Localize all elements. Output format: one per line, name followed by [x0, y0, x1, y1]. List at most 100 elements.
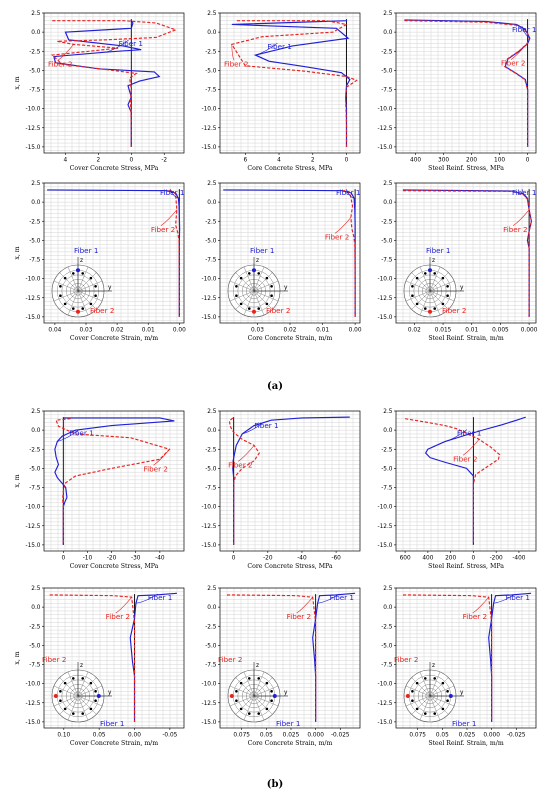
inset-label-fiber-2: Fiber 2 [442, 306, 466, 315]
rebar-dot [411, 699, 414, 703]
y-tick-label: -2.5 [29, 219, 41, 225]
y-tick-label: -10.0 [378, 682, 393, 688]
series-fiber-2 [404, 20, 530, 147]
rebar-dot [81, 677, 85, 680]
section-spoke [235, 695, 255, 715]
x-tick-label: 0.025 [459, 733, 476, 739]
inset-label-fiber-2: Fiber 2 [218, 655, 242, 664]
section-spoke [419, 671, 431, 697]
x-tick-label: 0.03 [80, 328, 93, 334]
rebar-dot [446, 699, 449, 703]
x-tick-label: 0.000 [307, 733, 324, 739]
rebar-dot [265, 707, 269, 711]
x-axis-label: Cover Concrete Strain, m/m [70, 740, 158, 747]
rebar-dot [89, 707, 93, 711]
x-tick-label: 0.025 [283, 733, 300, 739]
section-spoke [429, 290, 449, 310]
rebar-dot [270, 294, 273, 298]
section-spoke [77, 695, 103, 707]
y-tick-label: -2.5 [205, 447, 217, 453]
x-tick-label: 6 [243, 158, 247, 164]
rebar-dot [63, 276, 67, 280]
section-spoke [235, 272, 255, 292]
chart-panel-a-0-1: 2.5 0.0 -2.5 -5.0 -7.5 -10.0 -12.5 -15.0 6 4 2 0 Cor… [202, 11, 361, 172]
rebar-dot [81, 712, 85, 715]
section-spoke [411, 677, 431, 697]
y-tick-label: -10.0 [202, 505, 217, 511]
x-axis-label: Cover Concrete Stress, MPa [70, 563, 159, 570]
x-tick-label: 0 [129, 158, 133, 164]
annotation-fiber-2: Fiber 2 [503, 225, 527, 234]
annotation-leader [345, 188, 355, 199]
rebar-dot [239, 302, 243, 306]
y-tick-label: -12.5 [378, 701, 393, 707]
annotation-fiber-2: Fiber 2 [106, 612, 130, 621]
y-tick-label: -15.0 [378, 315, 393, 321]
chart-panel-a-1-2: 2.5 0.0 -2.5 -5.0 -7.5 -10.0 -12.5 -15.0 0.02 0.0… [378, 181, 538, 342]
fiber-1-marker [272, 694, 277, 698]
section-spoke [53, 695, 79, 707]
y-tick-label: -5.0 [381, 68, 393, 74]
grid [44, 12, 184, 153]
x-axis-label: Steel Reinf. Strain, m/m [428, 740, 504, 747]
x-tick-label: 0.02 [284, 328, 297, 334]
section-spoke [77, 677, 97, 697]
y-tick-label: 0.0 [383, 30, 393, 36]
section-spoke [429, 671, 441, 697]
y-tick-label: -2.5 [381, 447, 393, 453]
fiber-2-marker [229, 694, 234, 698]
y-axis-label-inset: y [284, 285, 288, 291]
y-tick-label: 2.5 [207, 586, 217, 592]
y-tick-label: 2.5 [31, 181, 41, 187]
y-tick-label: -10.0 [26, 682, 41, 688]
section-spoke [405, 280, 431, 292]
y-tick-label: 0.0 [31, 30, 41, 36]
y-tick-label: -7.5 [205, 88, 217, 94]
y-tick-label: -2.5 [29, 447, 41, 453]
rebar-dot [270, 699, 273, 703]
section-spoke [253, 695, 279, 707]
rebar-dot [411, 689, 414, 693]
rebar-dot [89, 681, 93, 685]
y-tick-label: 0.0 [383, 428, 393, 434]
rebar-dot [59, 294, 62, 298]
plot-frame [219, 12, 361, 154]
y-tick-label: -2.5 [381, 49, 393, 55]
y-tick-label: 0.0 [31, 200, 41, 206]
y-tick-label: -12.5 [26, 524, 41, 530]
section-spoke [77, 290, 103, 302]
rebar-dot [235, 294, 238, 298]
y-tick-label: -7.5 [381, 486, 393, 492]
section-spoke [253, 695, 265, 721]
section-spoke [419, 266, 431, 292]
y-axis-label-inset: y [460, 690, 464, 696]
series-fiber-1 [129, 592, 177, 722]
rebar-dot [94, 699, 97, 703]
annotation-fiber-2: Fiber 2 [287, 612, 311, 621]
y-tick-label: 2.5 [31, 11, 41, 17]
y-tick-label: 0.0 [383, 605, 393, 611]
x-tick-label: 200 [445, 556, 456, 562]
section-spoke [253, 280, 279, 292]
x-tick-label: 200 [466, 158, 477, 164]
section-spoke [405, 685, 431, 697]
inset-label-fiber-1: Fiber 1 [452, 719, 476, 728]
section-spoke [253, 677, 273, 697]
section-spoke [253, 290, 265, 316]
rebar-dot [257, 712, 261, 715]
y-tick-label: -15.0 [378, 720, 393, 726]
series-fiber-2 [55, 418, 171, 545]
section-spoke [429, 695, 441, 721]
grid [44, 410, 184, 551]
y-tick-label: -15.0 [26, 720, 41, 726]
y-axis-label-inset: y [284, 690, 288, 696]
section-spoke [229, 695, 255, 707]
series-fiber-2 [226, 594, 317, 722]
x-tick-label: -40 [297, 556, 307, 562]
y-tick-label: -10.0 [202, 277, 217, 283]
section-spoke [419, 290, 431, 316]
y-tick-label: -10.0 [26, 277, 41, 283]
fiber-1-marker [252, 268, 256, 273]
section-spoke [67, 290, 79, 316]
